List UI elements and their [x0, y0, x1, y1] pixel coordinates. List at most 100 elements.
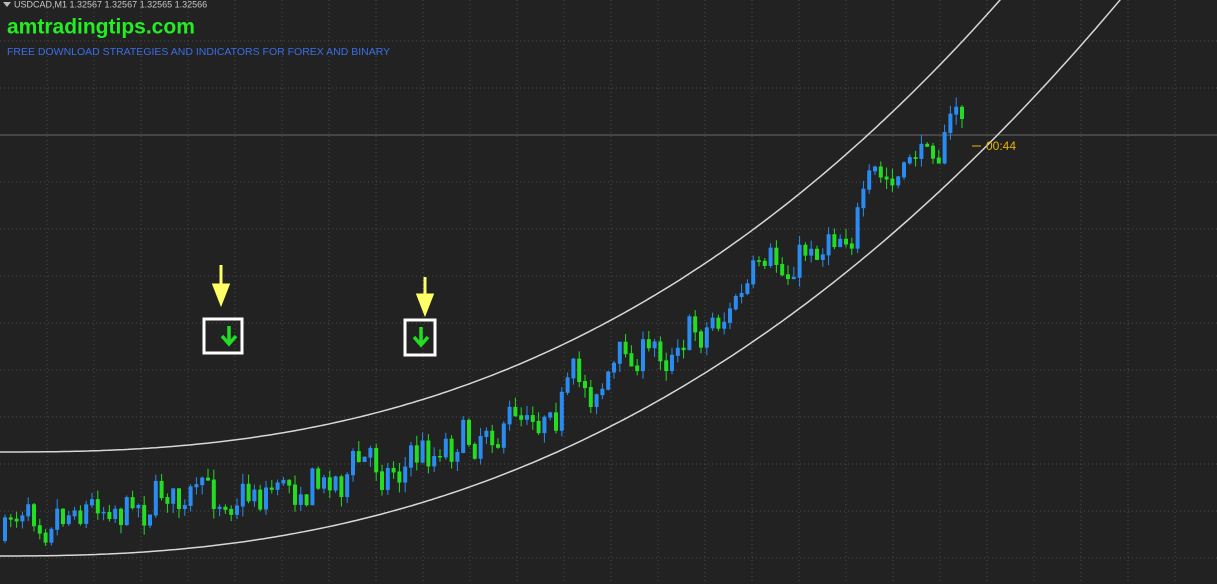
signal-1 [202, 265, 244, 355]
candle-body [240, 483, 245, 507]
candle-body [409, 445, 413, 468]
candle-body [919, 143, 924, 159]
symbol-header: USDCAD,M1 1.32567 1.32567 1.32565 1.3256… [14, 0, 207, 9]
candle-body [565, 377, 570, 393]
candle-body [182, 504, 187, 510]
candle-body [728, 308, 732, 323]
candle-body [159, 480, 164, 499]
candle-body [925, 143, 930, 147]
yellow-arrow [415, 277, 435, 318]
candle-body [78, 510, 83, 524]
candle-body [472, 443, 477, 459]
candle-body [507, 406, 512, 425]
candle-body [832, 234, 837, 248]
candle-body [797, 244, 802, 278]
candle-body [704, 327, 709, 348]
candle-body [43, 532, 48, 543]
candle-body [403, 466, 408, 483]
candle-body [142, 504, 147, 526]
candle-body [101, 511, 106, 514]
candle-body [722, 321, 727, 329]
candle-body [530, 415, 535, 422]
candle-body [960, 106, 964, 119]
candle-body [536, 420, 541, 434]
candle-body [809, 248, 814, 256]
candle-body [351, 451, 355, 476]
candle-body [873, 166, 877, 172]
candle-body [954, 106, 959, 115]
candle-body [670, 354, 674, 372]
candle-body [768, 247, 773, 266]
candle-body [316, 468, 321, 489]
candle-body [293, 484, 297, 505]
candle-body [931, 145, 935, 159]
candle-body [658, 341, 663, 362]
candle-body [119, 508, 123, 526]
candle-body [148, 514, 152, 526]
candle-body [786, 274, 790, 280]
candle-body [617, 341, 622, 364]
candle-body [66, 515, 71, 525]
candle-body [374, 447, 379, 473]
candle-body [95, 499, 100, 514]
candle-body [594, 394, 599, 408]
candle-body [890, 178, 895, 186]
candle-body [397, 471, 402, 483]
candle-body [878, 166, 883, 178]
lower-band [0, 0, 1121, 557]
candle-body [264, 487, 268, 510]
signal-arrow [412, 327, 430, 348]
signal-2 [403, 277, 437, 357]
candle-body [542, 416, 547, 434]
candle-body [194, 484, 199, 488]
candle-body [61, 508, 65, 525]
candle-body [600, 388, 605, 396]
candle-body [641, 339, 645, 372]
candle-body [548, 412, 553, 418]
candle-body [907, 157, 912, 164]
candle-body [20, 515, 25, 522]
candle-body [153, 480, 158, 516]
candle-body [391, 467, 396, 473]
candle-body [310, 468, 315, 506]
candle-body [942, 131, 947, 164]
candle-body [8, 517, 13, 520]
candle-timer: 00:44 [986, 139, 1016, 153]
candle-body [606, 371, 611, 390]
candle-body [55, 508, 60, 530]
candle-body [217, 506, 222, 509]
candle-body [432, 455, 437, 467]
candle-body [443, 438, 448, 458]
candle-body [559, 391, 564, 431]
candle-body [84, 504, 89, 524]
candle-body [936, 157, 941, 164]
candle-body [287, 479, 292, 486]
dropdown-triangle[interactable] [3, 2, 11, 7]
candle-body [913, 157, 918, 159]
candle-body [733, 295, 738, 310]
signal-arrow [220, 326, 238, 347]
candle-body [664, 360, 669, 372]
candle-body [467, 419, 471, 445]
candle-body [635, 365, 640, 372]
candle-body [751, 260, 756, 285]
candles [3, 97, 964, 547]
candle-body [844, 238, 848, 245]
candle-body [525, 415, 529, 420]
candle-body [380, 471, 384, 490]
candle-body [124, 497, 129, 526]
candle-body [757, 260, 761, 262]
candle-body [739, 292, 744, 297]
candle-body [229, 508, 234, 515]
candle-body [14, 518, 19, 522]
candle-body [501, 423, 506, 448]
candle-body [716, 317, 721, 329]
candle-body [519, 415, 524, 420]
candle-body [322, 477, 326, 489]
candle-body [577, 358, 582, 383]
candle-body [693, 316, 698, 333]
candle-body [623, 341, 628, 355]
